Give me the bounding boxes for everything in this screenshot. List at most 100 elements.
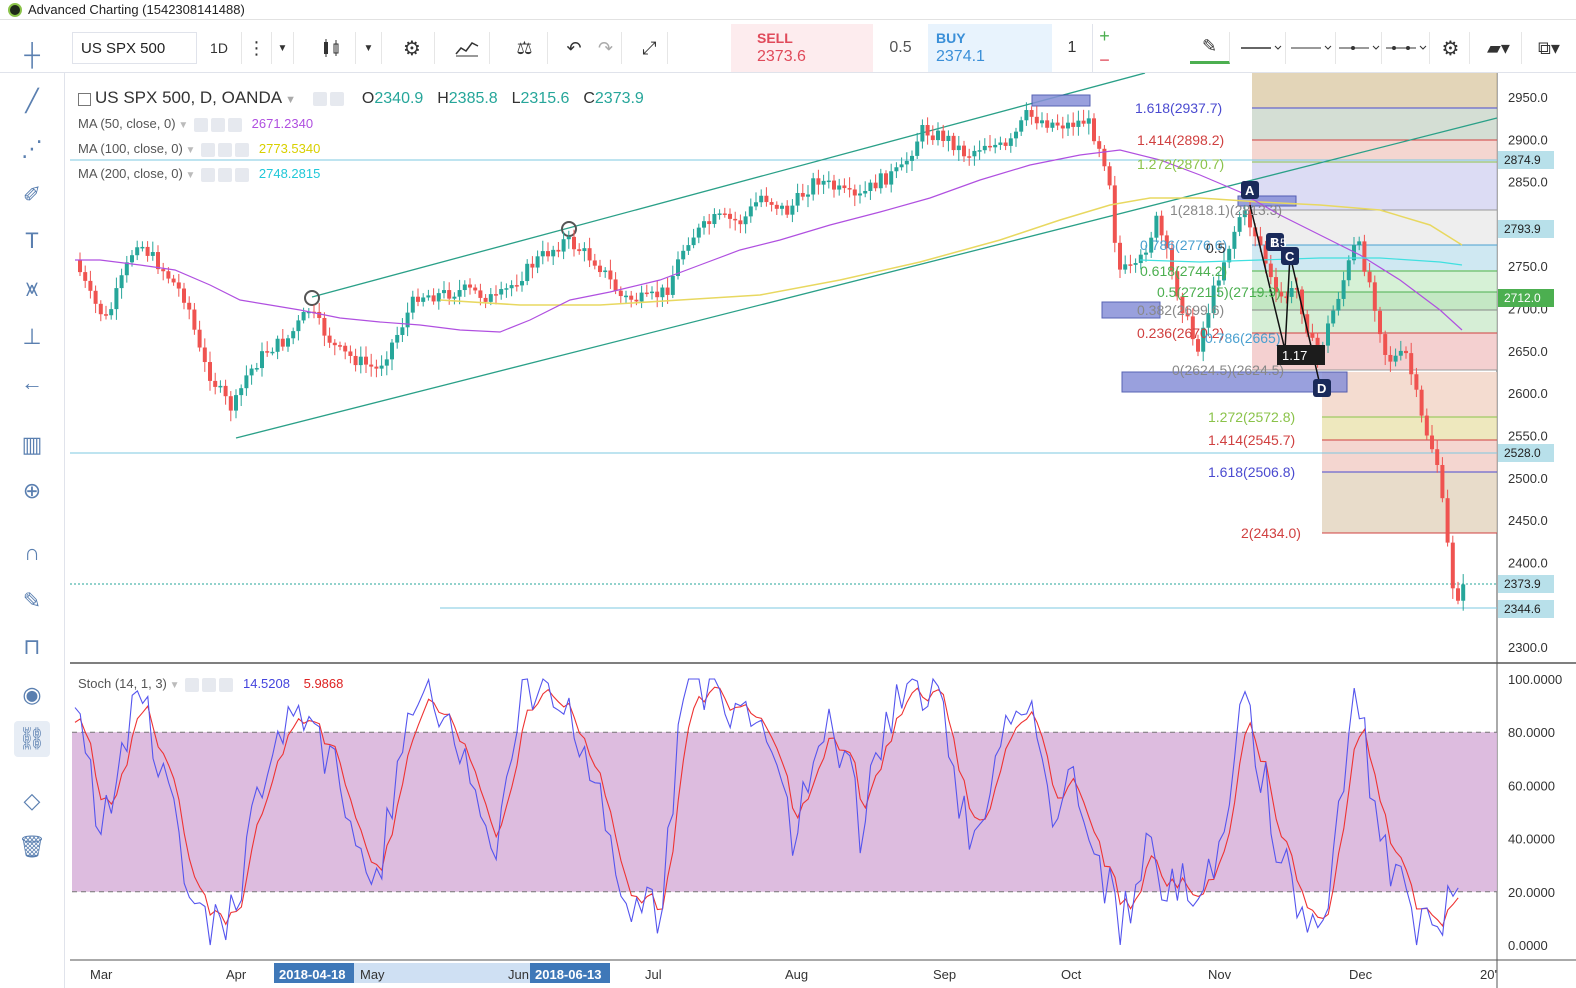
sell-label: SELL — [757, 30, 793, 46]
candle-body — [1216, 280, 1221, 286]
candle-body — [280, 338, 285, 347]
line-points[interactable] — [1382, 32, 1430, 64]
sell-button[interactable]: SELL 2373.6 — [731, 24, 873, 72]
eye-icon[interactable]: ◉ — [22, 682, 42, 707]
text-icon[interactable]: T — [25, 228, 39, 253]
candle-body — [951, 135, 956, 151]
line-style-solid[interactable] — [1236, 32, 1286, 64]
low-label: L — [511, 90, 521, 107]
time-highlight-bg — [274, 963, 354, 983]
candle-body — [1289, 288, 1294, 297]
crosshair-icon[interactable]: ┼ — [24, 42, 40, 67]
candle-body — [405, 312, 410, 328]
legend-ma50[interactable]: MA (50, close, 0) ▼ 2671.2340 — [78, 116, 314, 132]
brush-icon[interactable]: ✐ — [22, 182, 42, 207]
prediction-icon[interactable]: ⊥ — [22, 324, 42, 349]
chart-area[interactable]: 2950.02900.02850.02800.02750.02700.02650… — [70, 72, 1576, 988]
time-axis-label: Jul — [645, 967, 662, 982]
clone-icon[interactable]: ⧉▾ — [1538, 37, 1560, 58]
magnet-icon[interactable]: ∩ — [24, 540, 40, 565]
pattern-ratio-label: 1.5 — [1270, 236, 1287, 250]
candles-type-icon[interactable] — [306, 32, 356, 64]
line-end[interactable] — [1336, 32, 1382, 64]
chart-canvas[interactable]: 2950.02900.02850.02800.02750.02700.02650… — [70, 72, 1576, 988]
interval-label: 1D — [210, 40, 228, 56]
candle-body — [904, 160, 909, 165]
candle-body — [88, 280, 93, 291]
candle-body — [436, 293, 441, 302]
back-arrow-icon[interactable]: ← — [21, 370, 43, 395]
candle-body — [1014, 131, 1018, 139]
channel-lower — [235, 117, 1498, 439]
object-tree-icon[interactable]: ▰▾ — [1476, 32, 1522, 64]
stoch-k-line — [74, 677, 1459, 946]
candle-body — [546, 251, 550, 257]
legend-ma200[interactable]: MA (200, close, 0) ▼ 2748.2815 — [78, 166, 321, 182]
candle-body — [764, 195, 769, 203]
line-width[interactable] — [1286, 32, 1336, 64]
legend-eye-icon[interactable] — [313, 92, 328, 107]
fullscreen-icon[interactable]: ⤢ — [632, 32, 668, 64]
chart-type-chevron-icon[interactable]: ▼ — [356, 32, 382, 64]
quantity-field[interactable]: 1 — [1067, 39, 1077, 56]
drawing-settings-gear-icon[interactable]: ⚙ — [1432, 32, 1470, 64]
unlock-icon[interactable]: ⊓ — [23, 634, 41, 659]
candle-body — [384, 359, 389, 366]
legend-settings-icon[interactable] — [330, 92, 345, 107]
redo-icon[interactable]: ↷ — [590, 32, 622, 64]
candle-body — [171, 278, 176, 283]
trash-icon[interactable]: 🗑 — [18, 834, 46, 859]
candle-body — [551, 249, 556, 257]
price-axis-label: 2400.0 — [1508, 555, 1548, 570]
candle-body — [1336, 298, 1341, 311]
candle-body — [582, 248, 587, 252]
zoom-icon[interactable]: ⊕ — [22, 478, 42, 503]
quantity-increase-button[interactable]: + — [1099, 25, 1110, 46]
compare-scale-icon[interactable]: ⚖ — [502, 32, 548, 64]
candle-body — [1180, 296, 1185, 314]
candle-body — [187, 302, 192, 310]
stoch-axis-label: 40.0000 — [1508, 832, 1555, 847]
candle-body — [520, 281, 524, 286]
quantity-decrease-button[interactable]: − — [1099, 49, 1110, 70]
pattern-ratio-label: 1.17 — [1282, 348, 1307, 363]
candle-body — [1206, 313, 1211, 328]
pitchfork-icon[interactable]: ⋰ — [21, 136, 43, 161]
chevron-down-icon[interactable]: ▼ — [272, 32, 294, 64]
candle-body — [442, 290, 446, 294]
line-end-icon — [1338, 45, 1379, 50]
candle-body — [317, 311, 322, 318]
legend-chevron-icon[interactable]: ▼ — [282, 94, 297, 106]
indicators-icon[interactable] — [444, 32, 490, 64]
candle-body — [260, 351, 264, 369]
candle-body — [327, 335, 332, 343]
pattern-icon[interactable]: ⩙ — [25, 276, 39, 301]
candle-body — [254, 368, 259, 370]
buy-button[interactable]: BUY 2374.1 — [928, 24, 1052, 72]
undo-icon[interactable]: ↶ — [566, 37, 582, 58]
candle-body — [1201, 327, 1206, 352]
candle-body — [1170, 248, 1174, 272]
interval-button[interactable]: 1D — [197, 32, 242, 64]
link-icon[interactable]: ⛓ — [14, 721, 50, 757]
candle-body — [135, 247, 140, 256]
collapse-icon[interactable] — [78, 92, 91, 106]
price-axis-label: 2750.0 — [1508, 259, 1548, 274]
candle-body — [1305, 314, 1310, 334]
candle-body — [1268, 263, 1273, 278]
trend-line-icon[interactable]: ╱ — [25, 88, 39, 113]
more-icon[interactable]: ⋮ — [242, 32, 272, 64]
legend-ma100[interactable]: MA (100, close, 0) ▼ 2773.5340 — [78, 141, 321, 157]
pen-brush-icon[interactable]: ✎ — [1190, 32, 1230, 64]
stoch-axis-label: 80.0000 — [1508, 725, 1555, 740]
candle-body — [265, 351, 270, 353]
candle-body — [670, 275, 675, 295]
settings-gear-icon[interactable]: ⚙ — [390, 32, 435, 64]
lock-pencil-icon[interactable]: ✎ — [22, 588, 42, 613]
symbol-search-input[interactable]: US SPX 500 — [72, 32, 197, 64]
fib-zone-12 — [1322, 440, 1497, 472]
layers-icon[interactable]: ◇ — [23, 788, 41, 813]
legend-stoch[interactable]: Stoch (14, 1, 3) ▼ 14.5208 5.9868 — [78, 676, 344, 692]
measure-icon[interactable]: ▥ — [21, 432, 43, 457]
close-value: 2373.9 — [594, 90, 644, 107]
